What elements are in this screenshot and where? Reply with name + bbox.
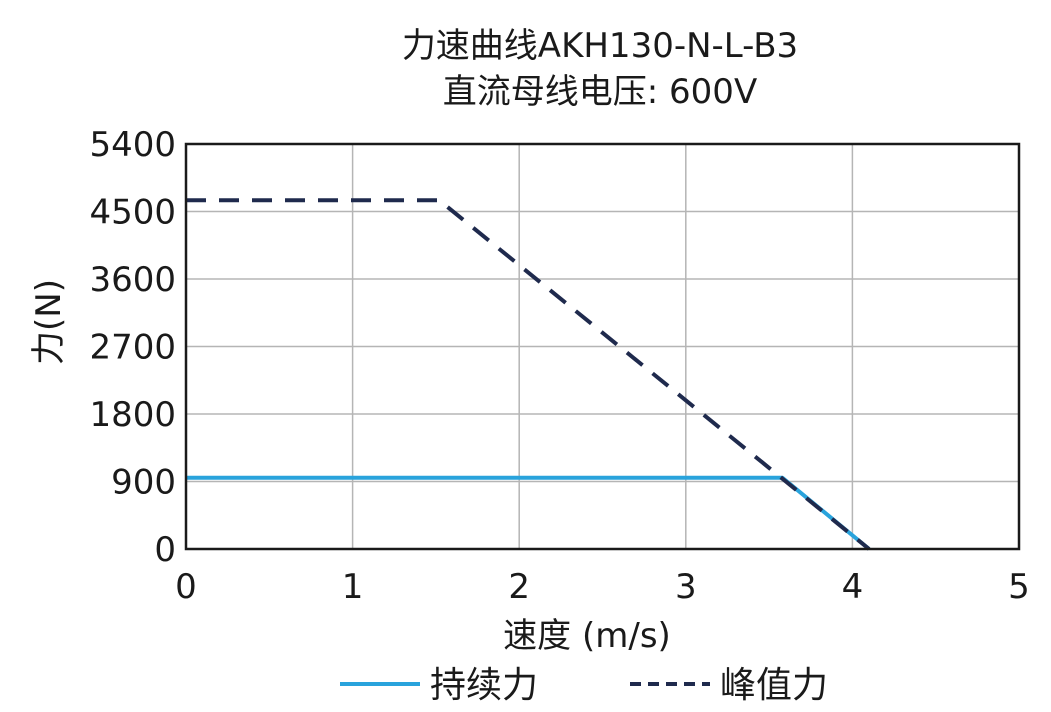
y-tick-label: 3600 (89, 260, 176, 300)
x-tick-labels: 0 1 2 3 4 5 (175, 567, 1030, 607)
y-axis-label: 力(N) (29, 279, 69, 365)
chart-subtitle: 直流母线电压: 600V (443, 72, 757, 112)
y-tick-label: 2700 (89, 328, 176, 368)
series-layer (186, 198, 871, 551)
y-tick-labels: 0 900 1800 2700 3600 4500 5400 (89, 125, 176, 570)
x-tick-label: 3 (675, 567, 697, 607)
y-tick-label: 0 (154, 530, 176, 570)
continuous-force-line (186, 475, 871, 551)
legend: 持续力 峰值力 (340, 665, 828, 706)
peak-force-line (186, 198, 871, 551)
y-tick-label: 900 (111, 463, 176, 503)
legend-label-continuous: 持续力 (430, 665, 538, 706)
x-axis-label: 速度 (m/s) (503, 616, 671, 656)
y-tick-label: 4500 (89, 193, 176, 233)
x-tick-label: 4 (842, 567, 864, 607)
x-tick-label: 1 (342, 567, 364, 607)
y-tick-label: 1800 (89, 395, 176, 435)
chart-title: 力速曲线AKH130-N-L-B3 (402, 26, 798, 66)
y-tick-label: 5400 (89, 125, 176, 165)
legend-label-peak: 峰值力 (720, 665, 828, 706)
plot-frame (184, 142, 1021, 551)
x-tick-label: 5 (1008, 567, 1030, 607)
grid-lines (185, 143, 1020, 550)
x-tick-label: 0 (175, 567, 197, 607)
x-tick-label: 2 (508, 567, 530, 607)
